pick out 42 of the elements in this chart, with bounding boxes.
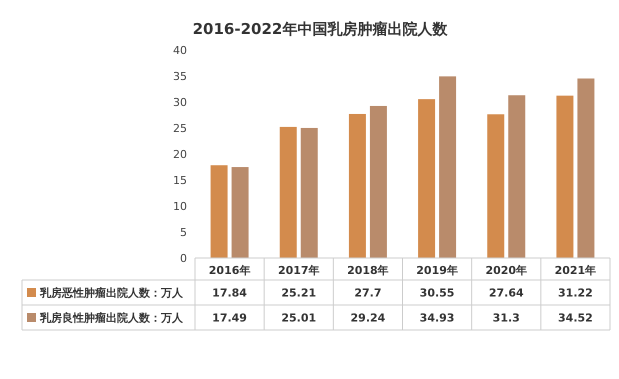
x-tick-label: 2018年 — [347, 264, 389, 277]
bar — [487, 114, 504, 258]
x-tick-label: 2016年 — [208, 264, 250, 277]
y-tick-label: 15 — [173, 174, 187, 187]
data-label: 34.52 — [558, 312, 593, 324]
bar — [577, 78, 594, 258]
data-label: 17.49 — [212, 312, 247, 324]
data-label: 34.93 — [420, 312, 454, 324]
y-tick-label: 5 — [180, 226, 187, 239]
data-label: 31.3 — [492, 312, 520, 324]
legend-label: 乳房恶性肿瘤出院人数：万人 — [39, 286, 184, 300]
x-tick-label: 2020年 — [485, 264, 528, 277]
data-label: 25.01 — [281, 312, 316, 324]
bar — [232, 167, 249, 258]
chart-title: 2016-2022年中国乳房肿瘤出院人数 — [192, 20, 448, 38]
data-label: 30.55 — [420, 286, 454, 300]
data-label: 25.21 — [281, 286, 316, 300]
bar — [556, 96, 574, 258]
y-tick-label: 30 — [173, 96, 187, 109]
data-label: 29.24 — [350, 312, 386, 324]
bar — [348, 114, 366, 258]
bar — [439, 76, 456, 258]
legend-label: 乳房良性肿瘤出院人数：万人 — [39, 312, 184, 324]
y-tick-label: 25 — [173, 122, 187, 135]
bar — [418, 99, 436, 258]
bar — [280, 126, 297, 258]
x-tick-label: 2017年 — [278, 264, 320, 277]
y-tick-label: 35 — [173, 70, 187, 83]
y-tick-label: 40 — [173, 44, 187, 57]
x-tick-label: 2019年 — [416, 264, 458, 277]
data-label: 27.64 — [488, 286, 524, 300]
y-tick-label: 20 — [173, 148, 187, 161]
bar — [300, 128, 318, 258]
data-label: 27.7 — [354, 286, 382, 300]
bar — [210, 165, 228, 258]
y-tick-label: 10 — [173, 200, 187, 213]
bar — [508, 95, 526, 258]
data-label: 31.22 — [558, 286, 593, 300]
data-label: 17.84 — [212, 286, 248, 300]
x-tick-label: 2021年 — [554, 264, 596, 277]
y-tick-label: 0 — [180, 252, 187, 265]
bar — [370, 106, 387, 258]
